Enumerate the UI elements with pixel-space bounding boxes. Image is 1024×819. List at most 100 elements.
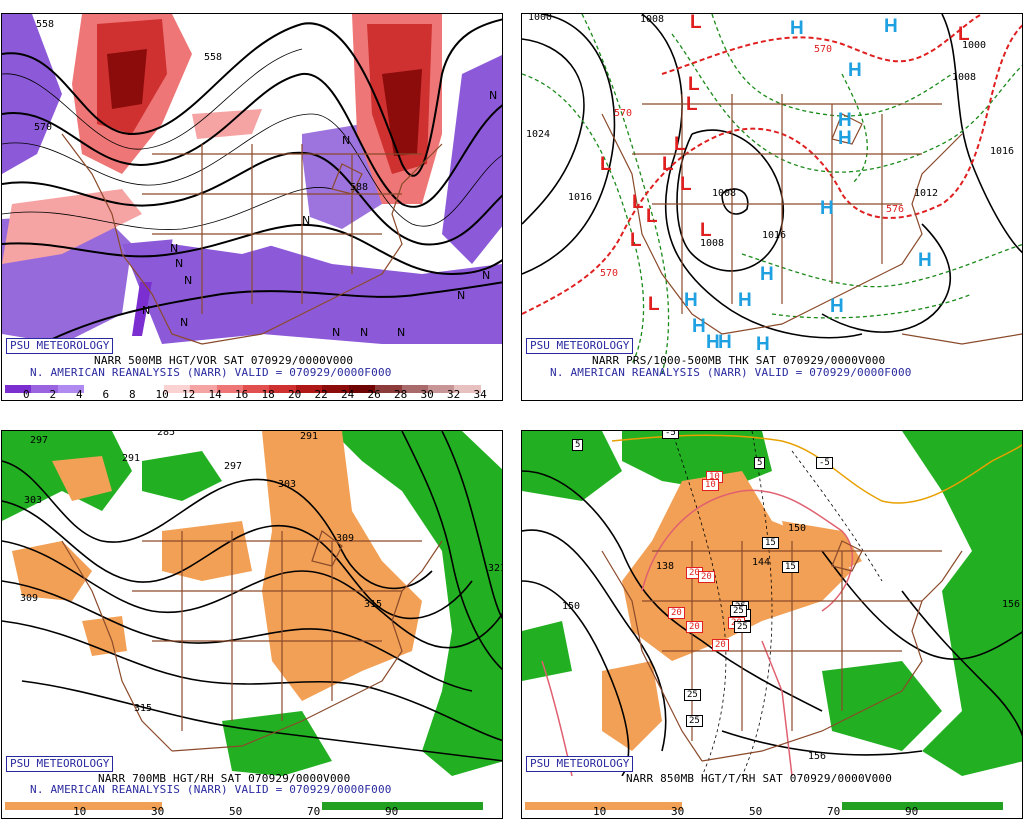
colorbar-segment <box>295 385 323 393</box>
n-marker: N <box>142 304 151 317</box>
colorbar-tick: 14 <box>208 388 222 401</box>
temperature-label-box: 20 <box>712 639 729 651</box>
height-contours <box>522 470 1022 776</box>
map-700mb <box>2 431 502 776</box>
thickness-label: 570 <box>814 44 833 55</box>
height-contours <box>2 431 502 762</box>
rh-colorbar-neutral <box>682 802 842 810</box>
colorbar-tick: 30 <box>151 805 165 818</box>
high-pressure-marker: H <box>820 198 834 219</box>
rh-colorbar <box>5 795 483 810</box>
temperature-label-box: 25 <box>730 605 747 617</box>
map-slp <box>522 14 1022 375</box>
colorbar-segment <box>375 385 402 393</box>
thickness-contours <box>522 14 1022 375</box>
rh-colorbar <box>525 795 1003 810</box>
isobar-label: 1000 <box>962 40 987 51</box>
psu-meteorology-badge: PSU METEOROLOGY <box>6 756 114 772</box>
vorticity-max <box>192 109 262 139</box>
colorbar-tick: 30 <box>671 805 685 818</box>
temperature-label-box: -5 <box>816 457 833 469</box>
rh-dry-fills <box>12 431 422 701</box>
isobar-label: 1016 <box>762 230 787 241</box>
colorbar-segment <box>454 385 481 393</box>
high-pressure-marker: H <box>760 264 774 285</box>
isobar-label: 1008 <box>712 188 737 199</box>
colorbar-segment <box>5 385 32 393</box>
low-pressure-marker: L <box>662 154 674 175</box>
colorbar-segment <box>110 385 138 393</box>
colorbar-segment <box>84 385 111 393</box>
high-pressure-marker: H <box>838 110 852 131</box>
thickness-label: 570 <box>600 268 619 279</box>
temperature-label-box: -5 <box>662 431 679 439</box>
colorbar-tick: 70 <box>827 805 841 818</box>
high-pressure-marker: H <box>718 332 732 353</box>
panel-700mb-rh: 297 285 291 303 291 297 303 309 309 315 … <box>1 430 503 819</box>
n-marker: N <box>342 134 351 147</box>
colorbar-tick: 28 <box>394 388 408 401</box>
map-outline <box>61 530 443 752</box>
panel-subtitle: N. AMERICAN REANALYSIS (NARR) VALID = 07… <box>550 366 912 379</box>
rh-colorbar-moist <box>322 802 483 810</box>
colorbar-tick: 34 <box>473 388 487 401</box>
colorbar-tick: 70 <box>307 805 321 818</box>
high-pressure-marker: H <box>692 316 706 337</box>
low-pressure-marker: L <box>690 13 702 33</box>
vorticity-fill <box>2 14 62 174</box>
colorbar-segment <box>348 385 376 393</box>
rh-colorbar-neutral <box>162 802 322 810</box>
contour-label: 285 <box>157 430 176 438</box>
low-pressure-marker: L <box>688 74 700 95</box>
thickness-570-contour <box>522 14 1022 315</box>
psu-meteorology-badge: PSU METEOROLOGY <box>6 338 114 354</box>
panel-title: NARR 700MB HGT/RH SAT 070929/0000V000 <box>98 772 351 785</box>
high-pressure-marker: H <box>884 16 898 37</box>
map-850mb <box>522 431 1022 776</box>
low-pressure-marker: L <box>648 294 660 315</box>
low-pressure-marker: L <box>646 206 658 227</box>
panel-850mb-temp-rh: 510-5-55101515202020202525202525202525 1… <box>521 430 1023 819</box>
colorbar-tick: 10 <box>73 805 87 818</box>
vorticity-colorbar <box>5 378 481 393</box>
contour-label: 291 <box>122 453 141 464</box>
vorticity-max <box>107 49 147 109</box>
zero-degree-isotherm <box>611 434 1022 504</box>
temperature-label-box: 15 <box>762 537 779 549</box>
n-marker: N <box>489 89 498 102</box>
colorbar-tick: 24 <box>341 388 355 401</box>
isobar-label: 1008 <box>640 14 665 25</box>
contour-label: 570 <box>34 122 53 133</box>
panel-subtitle: N. AMERICAN REANALYSIS (NARR) VALID = 07… <box>30 366 392 379</box>
vorticity-max <box>2 189 142 264</box>
map-outline <box>601 94 1022 345</box>
rh-colorbar-moist <box>842 802 1003 810</box>
high-pressure-marker: H <box>684 290 698 311</box>
colorbar-segment <box>137 385 164 393</box>
psu-meteorology-badge: PSU METEOROLOGY <box>526 756 634 772</box>
n-marker: N <box>180 316 189 329</box>
contour-label: 309 <box>20 593 39 604</box>
vorticity-colorbar-ticks: 0 2 4 6 8 10 12 14 16 18 20 22 24 26 28 30 32 34 <box>5 388 487 401</box>
vorticity-fill <box>302 124 382 229</box>
contour-label: 588 <box>350 182 369 193</box>
isobar-label: 1016 <box>568 192 593 203</box>
high-pressure-marker: H <box>756 334 770 355</box>
colorbar-segment <box>163 385 191 393</box>
contour-label: 156 <box>808 751 827 762</box>
contour-label: 558 <box>36 19 55 30</box>
contour-label: 315 <box>134 703 153 714</box>
contour-label: 297 <box>224 461 243 472</box>
panel-subtitle: N. AMERICAN REANALYSIS (NARR) VALID = 07… <box>30 783 392 796</box>
contour-label: 150 <box>788 523 807 534</box>
n-marker: N <box>360 326 369 339</box>
low-pressure-marker: L <box>680 174 692 195</box>
contour-label: 558 <box>204 52 223 63</box>
panel-500mb-vorticity: 558 570 588 558 N N N N N N N N N N N N … <box>1 13 503 401</box>
colorbar-tick: 16 <box>235 388 249 401</box>
vorticity-max <box>382 69 422 156</box>
panel-sea-level-pressure: 1000 1008 1024 1016 1008 1008 1016 1016 … <box>521 13 1023 401</box>
n-marker: N <box>457 289 466 302</box>
low-pressure-marker: L <box>674 134 686 155</box>
isobar-label: 1024 <box>526 129 551 140</box>
